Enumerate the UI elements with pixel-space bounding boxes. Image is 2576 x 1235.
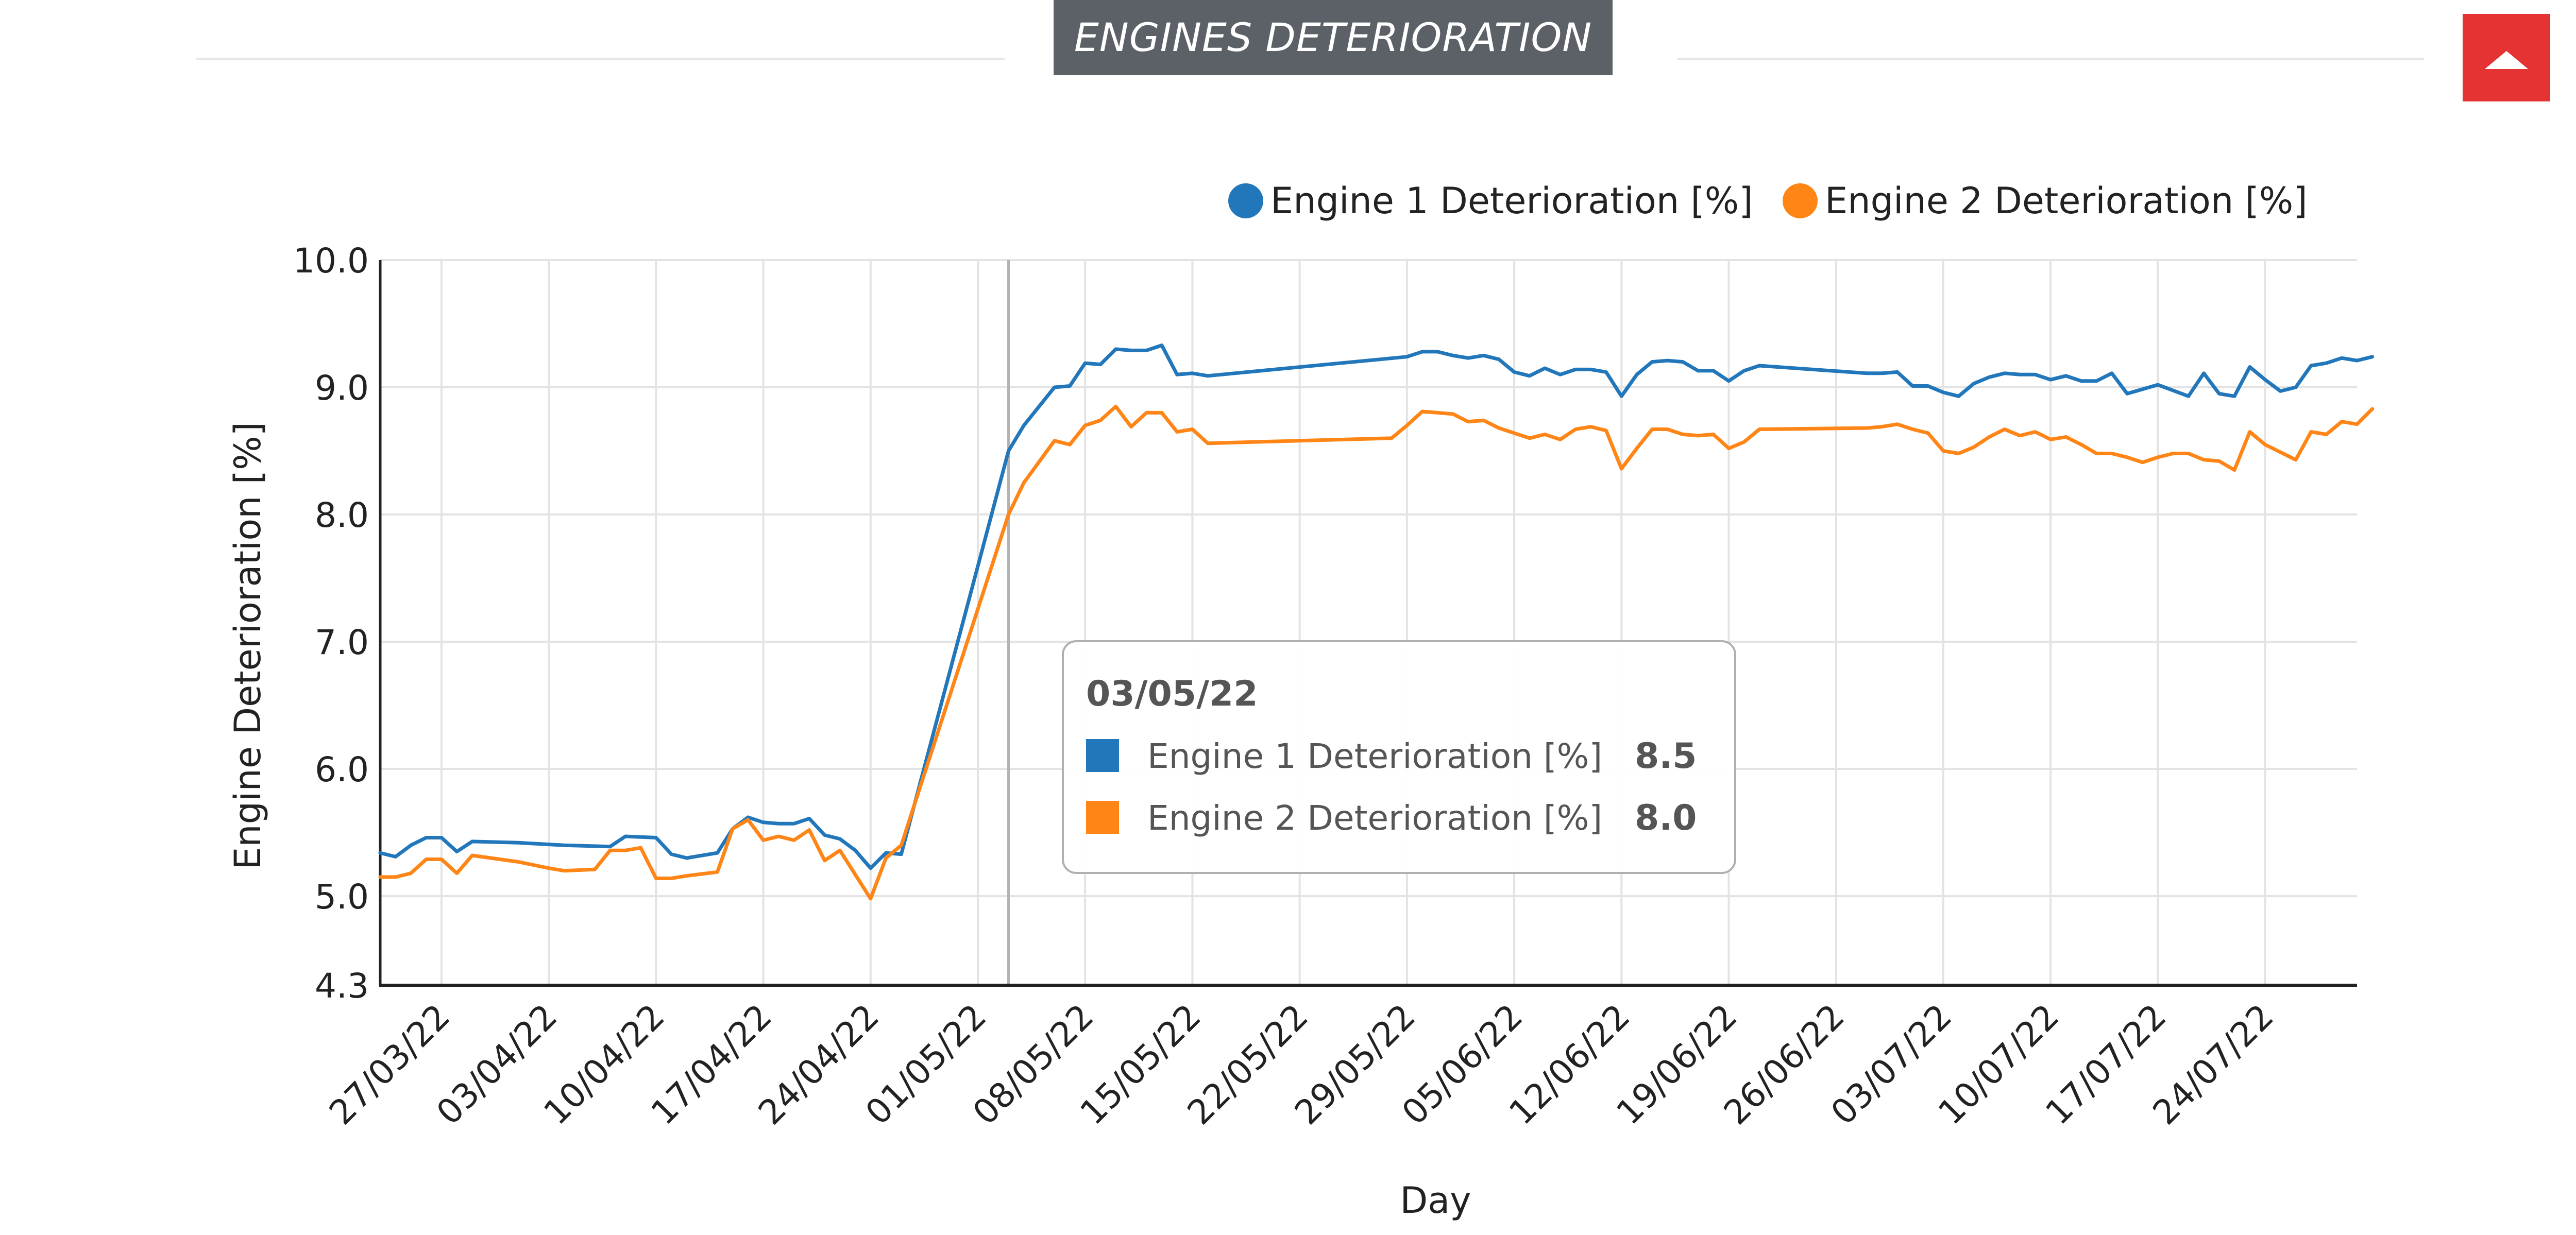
legend-item-engine-2[interactable]: Engine 2 Deterioration [%]: [1783, 180, 2308, 222]
collapse-button[interactable]: [2463, 14, 2550, 101]
y-tick-label: 5.0: [315, 877, 369, 917]
y-axis-title: Engine Deterioration [%]: [227, 422, 269, 870]
tooltip-value: 8.5: [1635, 736, 1697, 777]
tooltip-swatch-icon: [1086, 739, 1119, 772]
tooltip-value: 8.0: [1635, 798, 1697, 838]
y-tick-label: 10.0: [293, 241, 369, 281]
x-axis-title: Day: [1400, 1179, 1471, 1222]
tooltip-series-name: Engine 2 Deterioration [%]: [1147, 798, 1602, 838]
tooltip-series-name: Engine 1 Deterioration [%]: [1147, 736, 1602, 776]
tooltip-box: [1062, 640, 1736, 874]
tooltip-swatch-icon: [1086, 801, 1119, 834]
legend-item-engine-1[interactable]: Engine 1 Deterioration [%]: [1228, 180, 1753, 222]
chevron-up-icon: [2485, 51, 2528, 69]
y-tick-label: 4.3: [315, 966, 369, 1006]
section-title: ENGINES DETERIORATION: [1054, 0, 1613, 75]
y-tick-label: 8.0: [315, 495, 369, 535]
legend-dot-icon: [1783, 183, 1818, 218]
legend-label: Engine 2 Deterioration [%]: [1825, 180, 2308, 222]
y-tick-label: 7.0: [315, 623, 369, 662]
y-tick-label: 9.0: [315, 368, 369, 408]
legend-label: Engine 1 Deterioration [%]: [1270, 180, 1753, 222]
hover-tooltip: 03/05/22 Engine 1 Deterioration [%] 8.5 Eng…: [1062, 640, 1736, 874]
legend-dot-icon: [1228, 183, 1263, 218]
series-line-engine-1: [378, 344, 2375, 870]
tooltip-date: 03/05/22: [1086, 674, 1258, 714]
header-line-left: [196, 58, 1005, 60]
y-tick-label: 6.0: [315, 750, 369, 790]
header-line-right: [1677, 58, 2424, 60]
series-line-engine-2: [378, 404, 2375, 901]
